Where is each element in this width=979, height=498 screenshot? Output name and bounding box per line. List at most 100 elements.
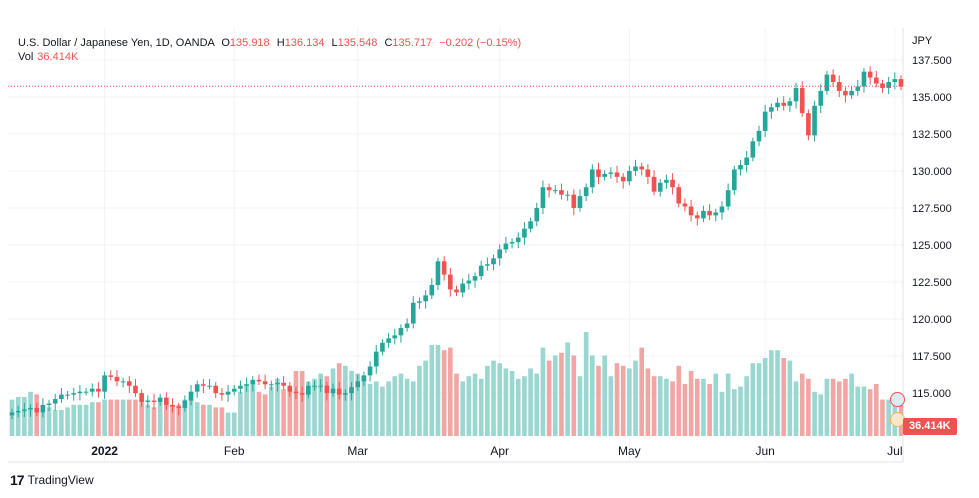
- candle-body: [157, 397, 163, 403]
- volume-bar: [552, 355, 558, 436]
- volume-bar: [781, 358, 787, 436]
- time-tick-label: Jun: [756, 444, 775, 458]
- candle-body: [583, 187, 589, 197]
- volume-bar: [139, 402, 144, 436]
- volume-bar: [126, 399, 132, 436]
- volume-bar: [114, 399, 120, 436]
- candle-body: [312, 385, 317, 387]
- candle-body: [818, 90, 824, 106]
- volume-bar: [318, 373, 323, 436]
- flag-event-icon[interactable]: [890, 392, 905, 407]
- volume-bar: [330, 368, 336, 436]
- volume-bar: [645, 368, 651, 436]
- volume-bar: [46, 407, 52, 436]
- volume-bar: [731, 389, 737, 436]
- tradingview-logo-icon: 17: [10, 472, 25, 488]
- volume-bars: [9, 332, 904, 436]
- volume-bar: [608, 376, 614, 436]
- currency-label: JPY: [912, 35, 933, 47]
- volume-bar: [806, 378, 811, 436]
- candle-body: [806, 113, 811, 136]
- volume-bar: [738, 386, 743, 436]
- volume-bar: [546, 360, 552, 436]
- volume-bar: [620, 365, 626, 436]
- candle-body: [855, 86, 861, 91]
- volume-bar: [404, 378, 410, 436]
- candle-body: [565, 194, 570, 196]
- candle-body: [126, 381, 132, 386]
- candle-body: [207, 385, 212, 387]
- ohlc-legend: U.S. Dollar / Japanese Yen, 1D, OANDA O1…: [18, 35, 521, 51]
- volume-bar: [225, 412, 231, 436]
- candle-body: [71, 393, 77, 395]
- candle-body: [639, 166, 645, 170]
- candle-body: [423, 295, 428, 302]
- volume-bar: [441, 350, 447, 436]
- volume-bar: [281, 389, 286, 436]
- volume-bar: [707, 384, 712, 436]
- volume-bar: [250, 381, 256, 436]
- candle-body: [40, 405, 46, 413]
- candle-body: [485, 264, 490, 266]
- price-tick-label: 137.500: [912, 55, 952, 67]
- volume-bar: [89, 402, 95, 436]
- volume-bar: [324, 376, 330, 436]
- candle-body: [349, 387, 354, 394]
- candle-body: [83, 391, 89, 393]
- time-tick-label: Jul: [887, 444, 902, 458]
- volume-bar: [182, 399, 188, 436]
- candle-body: [608, 172, 614, 174]
- low-label: L: [331, 37, 338, 49]
- candle-body: [114, 376, 120, 382]
- volume-bar: [145, 404, 151, 436]
- candle-body: [52, 399, 58, 404]
- candle-body: [102, 375, 107, 392]
- candle-body: [34, 407, 40, 413]
- volume-bar: [466, 376, 472, 436]
- volume-value: 36.414K: [37, 51, 79, 63]
- candle-body: [380, 342, 385, 352]
- volume-bar: [120, 399, 126, 436]
- candle-body: [719, 206, 725, 213]
- volume-bar: [540, 347, 546, 436]
- time-tick-label: Mar: [347, 444, 368, 458]
- price-candles: [9, 66, 904, 420]
- candle-body: [22, 409, 27, 411]
- candle-body: [256, 379, 262, 382]
- candle-body: [472, 276, 478, 281]
- candle-body: [15, 410, 21, 413]
- volume-bar: [361, 378, 367, 436]
- volume-bar: [503, 368, 509, 436]
- candle-body: [281, 382, 286, 386]
- volume-bar: [651, 376, 657, 436]
- low-value: 135.548: [337, 37, 378, 49]
- volume-bar: [472, 373, 478, 436]
- candle-body: [28, 407, 33, 410]
- candle-body: [275, 382, 280, 385]
- candle-body: [843, 90, 848, 96]
- volume-bar: [497, 363, 503, 436]
- candle-body: [306, 385, 311, 395]
- volume-bar: [694, 378, 700, 436]
- candle-body: [676, 187, 682, 204]
- candle-body: [812, 105, 817, 136]
- volume-bar: [713, 373, 719, 436]
- candle-body: [250, 379, 256, 385]
- candle-body: [188, 391, 194, 401]
- candle-body: [546, 187, 552, 191]
- volume-bar: [96, 402, 101, 436]
- volume-bar: [219, 407, 225, 436]
- candle-body: [824, 74, 830, 91]
- candle-body: [318, 385, 323, 387]
- volume-bar: [151, 407, 157, 436]
- volume-bar: [102, 399, 107, 436]
- candle-body: [417, 301, 422, 303]
- close-value: 135.717: [392, 37, 433, 49]
- volume-bar: [855, 386, 861, 436]
- candle-body: [182, 400, 188, 408]
- volume-bar: [312, 378, 317, 436]
- price-tick-label: 130.000: [912, 166, 952, 178]
- price-tick-label: 115.000: [912, 388, 951, 400]
- candle-body: [713, 212, 719, 216]
- candle-body: [231, 388, 237, 392]
